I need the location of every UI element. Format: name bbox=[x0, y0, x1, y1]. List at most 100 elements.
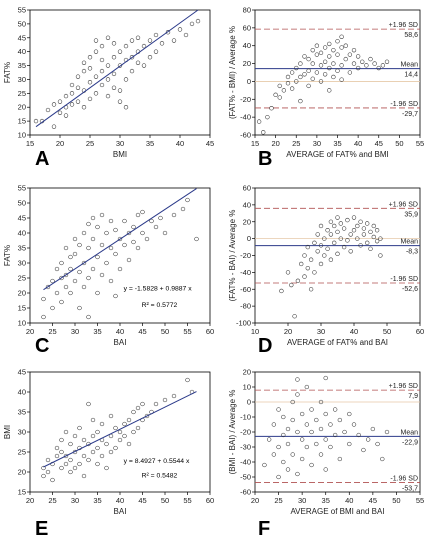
x-tick-label: 35 bbox=[93, 327, 101, 336]
x-tick-label: 25 bbox=[48, 496, 56, 505]
data-point bbox=[140, 230, 145, 236]
data-point bbox=[302, 253, 307, 258]
data-point bbox=[374, 228, 380, 233]
x-tick-label: 35 bbox=[93, 496, 101, 505]
x-tick-label: 50 bbox=[383, 327, 391, 336]
data-point bbox=[351, 422, 357, 427]
data-point bbox=[72, 433, 78, 439]
data-point bbox=[380, 456, 385, 462]
data-point bbox=[361, 232, 367, 237]
data-point bbox=[117, 88, 123, 93]
data-point bbox=[335, 68, 340, 73]
data-point bbox=[318, 426, 324, 432]
data-point bbox=[378, 253, 383, 258]
data-point bbox=[276, 444, 281, 450]
data-point bbox=[322, 45, 328, 50]
data-point bbox=[345, 217, 350, 223]
data-point bbox=[271, 452, 277, 457]
data-point bbox=[308, 287, 314, 292]
data-point bbox=[68, 469, 73, 475]
lower-limit-name: -1.96 SD bbox=[390, 476, 418, 483]
data-point bbox=[306, 83, 311, 89]
x-tick-label: 45 bbox=[138, 496, 146, 505]
data-point bbox=[372, 61, 377, 66]
y-tick-label: 30 bbox=[18, 259, 26, 268]
mean-name: Mean bbox=[400, 239, 418, 246]
data-point bbox=[335, 229, 340, 235]
data-point bbox=[149, 218, 154, 224]
data-point bbox=[289, 86, 295, 91]
y-tick-label: 20 bbox=[243, 217, 251, 226]
data-point bbox=[63, 453, 69, 459]
data-point bbox=[285, 270, 291, 275]
data-point bbox=[131, 224, 136, 230]
data-point bbox=[59, 449, 64, 455]
data-point bbox=[298, 61, 303, 66]
data-point bbox=[45, 284, 51, 290]
data-point bbox=[310, 61, 315, 66]
upper-limit-name: +1.96 SD bbox=[389, 201, 418, 208]
data-point bbox=[72, 465, 78, 471]
panel-label-a: A bbox=[35, 148, 49, 170]
data-point bbox=[87, 96, 93, 102]
r-squared: R² = 0.5482 bbox=[142, 473, 178, 480]
data-point bbox=[384, 429, 390, 435]
data-point bbox=[289, 70, 295, 75]
data-point bbox=[63, 113, 69, 118]
data-point bbox=[81, 105, 87, 110]
data-point bbox=[122, 242, 127, 248]
x-tick-label: 30 bbox=[317, 327, 325, 336]
data-point bbox=[348, 249, 353, 254]
x-tick-label: 60 bbox=[416, 327, 424, 336]
panel-label-d: D bbox=[258, 335, 272, 357]
data-point bbox=[81, 284, 87, 290]
data-point bbox=[332, 240, 337, 246]
data-point bbox=[312, 240, 317, 246]
y-tick-label: 45 bbox=[18, 214, 26, 223]
data-point bbox=[50, 278, 55, 284]
data-point bbox=[69, 82, 75, 88]
data-point bbox=[256, 119, 262, 124]
x-tick-label: 55 bbox=[416, 139, 424, 148]
data-point bbox=[185, 197, 190, 203]
data-point bbox=[351, 61, 357, 66]
y-tick-label: 25 bbox=[18, 89, 26, 98]
data-point bbox=[295, 392, 300, 397]
x-tick-label: 50 bbox=[161, 496, 169, 505]
data-point bbox=[81, 473, 87, 479]
data-point bbox=[104, 465, 109, 471]
data-point bbox=[337, 456, 343, 462]
data-point bbox=[108, 449, 114, 455]
data-point bbox=[371, 234, 376, 240]
data-point bbox=[335, 215, 340, 220]
data-point bbox=[81, 68, 87, 74]
data-point bbox=[322, 253, 327, 258]
data-point bbox=[323, 375, 328, 381]
data-point bbox=[364, 63, 369, 68]
panel-c: 20 25 30 35 40 45 50 55 60 10 15 20 25 30 35 40 45 50 55 BA… bbox=[3, 184, 214, 358]
data-point bbox=[45, 469, 51, 475]
data-point bbox=[95, 254, 100, 260]
data-point bbox=[327, 65, 332, 71]
data-point bbox=[361, 447, 366, 453]
data-point bbox=[90, 433, 96, 439]
data-point bbox=[111, 41, 117, 46]
data-point bbox=[183, 32, 189, 38]
data-point bbox=[304, 422, 310, 427]
y-tick-label: -60 bbox=[240, 488, 251, 497]
data-point bbox=[365, 221, 370, 226]
data-point bbox=[54, 453, 60, 459]
data-point bbox=[113, 425, 118, 431]
x-tick-label: 15 bbox=[26, 139, 34, 148]
data-point bbox=[314, 441, 319, 447]
data-point bbox=[171, 38, 177, 43]
y-tick-label: -80 bbox=[240, 302, 251, 311]
data-point bbox=[162, 230, 168, 236]
data-point bbox=[318, 243, 324, 248]
data-point bbox=[351, 215, 357, 220]
data-point bbox=[99, 421, 105, 427]
data-point bbox=[104, 230, 109, 236]
data-point bbox=[59, 437, 64, 443]
data-point bbox=[299, 437, 305, 442]
